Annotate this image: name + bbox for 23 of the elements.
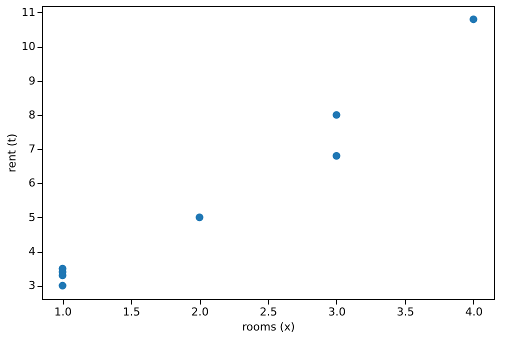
y-tick-label: 11 <box>22 6 36 19</box>
x-tick-label: 2.5 <box>260 306 278 318</box>
point <box>58 282 66 290</box>
x-tick-label: 3.5 <box>396 306 414 318</box>
y-tick-label: 7 <box>28 142 36 156</box>
x-tick-label: 2.0 <box>191 306 209 318</box>
point <box>196 214 204 222</box>
x-tick-label: 1.5 <box>122 306 140 318</box>
y-axis-title: rent (t) <box>6 134 19 172</box>
point <box>470 15 478 24</box>
x-tick-label: 4.0 <box>465 306 483 318</box>
x-axis-title: rooms (x) <box>242 320 295 334</box>
y-tick-label: 10 <box>22 40 36 54</box>
y-tick-label: 6 <box>28 176 36 190</box>
y-tick-label: 9 <box>28 74 36 88</box>
y-tick-label: 3 <box>28 279 36 292</box>
x-tick-label: 1.0 <box>54 306 72 318</box>
y-tick-label: 5 <box>28 210 36 224</box>
x-tick-label: 3.0 <box>328 306 346 318</box>
y-tick-label: 8 <box>28 108 36 122</box>
y-tick-label: 4 <box>28 245 36 258</box>
point <box>332 152 340 160</box>
point <box>332 111 340 119</box>
